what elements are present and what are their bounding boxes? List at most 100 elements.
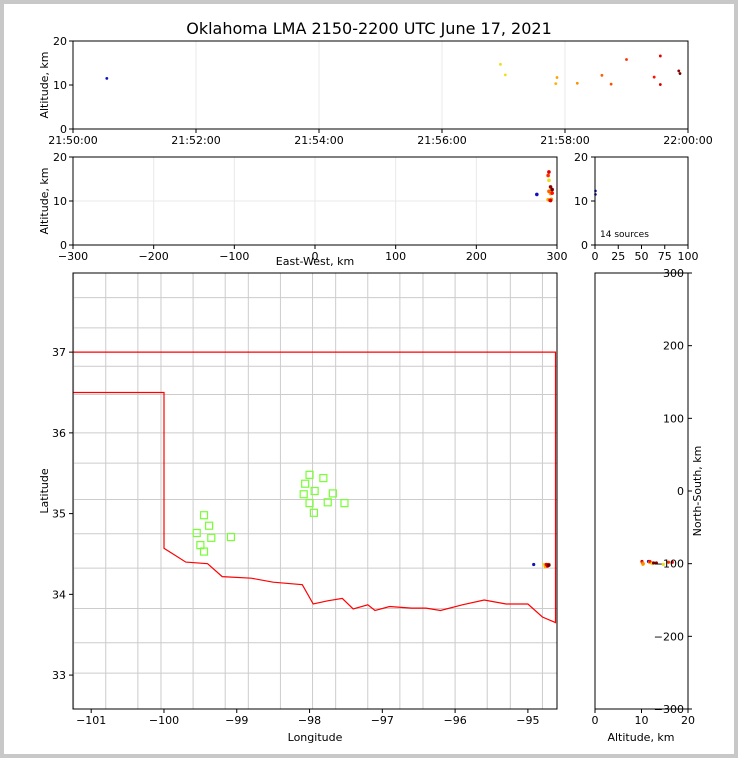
north-south-point <box>641 562 645 566</box>
north-south-y-tick-label: 200 <box>663 340 684 353</box>
plan-view-x-tick-label: −101 <box>76 714 106 727</box>
lma-station-marker <box>192 528 201 538</box>
lma-stations <box>192 470 349 556</box>
lma-station-marker <box>205 521 214 530</box>
lma-station-marker <box>199 547 209 556</box>
lma-station-marker <box>301 479 310 488</box>
histogram-y-tick-label: 20 <box>574 151 588 164</box>
east-west-point <box>548 185 553 189</box>
east-west-x-tick-label: −300 <box>58 250 88 263</box>
time-height-point <box>575 81 579 85</box>
histogram-x-tick-label: 25 <box>611 250 625 263</box>
north-south-point <box>666 560 671 564</box>
east-west-x-tick-label: −200 <box>139 250 169 263</box>
plan-view-point <box>532 562 536 567</box>
time-height-point <box>625 58 628 61</box>
east-west-point <box>550 187 554 192</box>
north-south-points <box>640 559 674 566</box>
time-height-ylabel: Altitude, km <box>38 51 51 118</box>
east-west-ylabel: Altitude, km <box>38 167 51 234</box>
histogram-y-tick-label: 10 <box>574 195 588 208</box>
time-height-x-tick-label: 21:54:00 <box>294 134 343 147</box>
lma-station-marker <box>226 532 236 542</box>
north-south-point <box>654 561 658 565</box>
north-south-x-tick-label: 10 <box>635 714 649 727</box>
north-south-x-tick-label: 0 <box>592 714 599 727</box>
time-height-point <box>600 73 604 77</box>
plan-view-points <box>532 562 551 569</box>
lma-station-marker <box>309 508 319 517</box>
time-height-point <box>609 82 613 86</box>
north-south-point <box>651 561 656 565</box>
time-height-axes-box <box>72 40 689 130</box>
histogram-ticks: 0 25 50 75 100 0 10 20 <box>574 151 699 263</box>
east-west-y-tick-label: 10 <box>53 195 67 208</box>
east-west-x-tick-label: 100 <box>385 250 406 263</box>
time-height-point <box>503 73 507 77</box>
time-height-y-tick-label: 10 <box>53 79 67 92</box>
north-south-xlabel: Altitude, km <box>607 731 674 744</box>
east-west-point <box>547 170 551 174</box>
lma-station-marker <box>305 499 314 508</box>
east-west-x-tick-label: 300 <box>547 250 568 263</box>
time-height-x-tick-label: 22:00:00 <box>663 134 712 147</box>
east-west-grid <box>72 156 558 246</box>
plan-view-y-tick-label: 33 <box>52 669 66 682</box>
figure-frame: Oklahoma LMA 2150-2200 UTC June 17, 2021… <box>4 4 734 754</box>
east-west-point <box>550 191 554 195</box>
east-west-points <box>535 170 554 203</box>
time-height-point <box>499 62 502 66</box>
north-south-y-tick-label: 100 <box>663 412 684 425</box>
plan-view-y-tick-label: 34 <box>52 588 66 601</box>
east-west-point <box>547 189 551 194</box>
time-height-panel: 21:50:00 21:52:00 21:54:00 21:56:00 21:58:00… <box>38 35 713 147</box>
east-west-x-tick-label: 0 <box>312 250 319 263</box>
north-south-y-tick-label: −200 <box>654 630 684 643</box>
histogram-y-tick-label: 0 <box>581 239 588 252</box>
lma-station-marker <box>207 533 216 542</box>
east-west-x-tick-label: −100 <box>219 250 249 263</box>
plan-view-x-tick-label: −99 <box>225 714 248 727</box>
histogram-x-tick-label: 100 <box>678 250 699 263</box>
lma-station-marker <box>305 470 314 479</box>
plan-view-x-tick-label: −96 <box>443 714 466 727</box>
east-west-y-tick-label: 0 <box>60 239 67 252</box>
time-height-grid <box>72 41 689 129</box>
time-height-x-tick-label: 21:52:00 <box>171 134 220 147</box>
north-south-y-tick-label: 300 <box>663 267 684 280</box>
north-south-ticks: 0 10 20−300 −200 −100 0 100 200 300 <box>592 267 696 727</box>
time-height-point <box>555 76 559 79</box>
time-height-point <box>652 75 656 79</box>
east-west-panel: −300 −200 −100 0 100 200 300 0 10 20 Altitude, km… <box>38 151 568 268</box>
lma-station-marker <box>319 473 328 483</box>
north-south-x-tick-label: 20 <box>681 714 695 727</box>
lma-station-marker <box>299 490 308 499</box>
time-height-y-tick-label: 20 <box>53 35 67 48</box>
plan-view-y-tick-label: 37 <box>52 346 66 359</box>
figure-canvas: Oklahoma LMA 2150-2200 UTC June 17, 2021… <box>38 19 713 744</box>
east-west-xlabel: East-West, km <box>276 255 354 268</box>
histogram-panel: 0 25 50 75 100 0 10 20 14 sources <box>574 151 699 263</box>
time-height-ticks: 21:50:00 21:52:00 21:54:00 21:56:00 21:58:00… <box>48 35 712 147</box>
time-height-point <box>658 54 662 58</box>
east-west-ticks: −300 −200 −100 0 100 200 300 0 10 20 <box>53 151 568 263</box>
county-boundaries <box>73 273 557 709</box>
time-height-y-tick-label: 0 <box>60 123 67 136</box>
north-south-point <box>661 562 665 566</box>
east-west-x-tick-label: 200 <box>466 250 487 263</box>
plan-view-x-tick-label: −98 <box>298 714 321 727</box>
time-height-point <box>677 69 681 73</box>
source-count-label: 14 sources <box>600 230 649 240</box>
time-height-x-tick-label: 21:56:00 <box>417 134 466 147</box>
plan-view-y-tick-label: 36 <box>52 427 66 440</box>
north-south-y-tick-label: −100 <box>654 558 684 571</box>
north-south-y-tick-label: −300 <box>654 703 684 716</box>
north-south-point <box>670 560 674 564</box>
time-height-x-tick-label: 21:58:00 <box>540 134 589 147</box>
north-south-axes-box <box>594 272 689 710</box>
plan-view-axes-box <box>72 272 558 710</box>
lma-station-marker <box>340 499 349 508</box>
oklahoma-state-boundary <box>73 351 557 624</box>
plan-view-x-tick-label: −95 <box>516 714 539 727</box>
plan-view-ylabel: Latitude <box>38 468 51 514</box>
